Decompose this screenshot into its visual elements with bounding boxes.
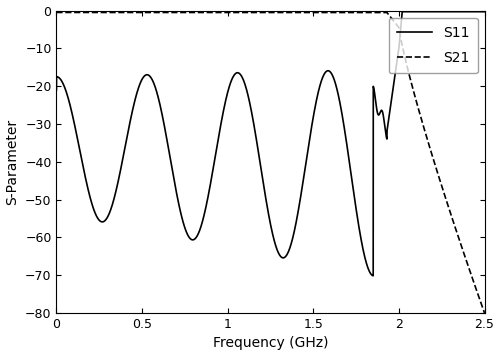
S11 xyxy=(131,101,137,105)
S11 xyxy=(400,9,406,13)
S21 xyxy=(482,311,488,315)
S21 xyxy=(332,10,338,15)
S21 xyxy=(373,10,379,15)
S11 xyxy=(54,88,60,92)
Y-axis label: S-Parameter: S-Parameter xyxy=(6,119,20,205)
S21 xyxy=(310,10,316,15)
S11 xyxy=(370,274,376,278)
S21 xyxy=(406,69,411,74)
S11 xyxy=(332,79,338,84)
Legend: S11, S21: S11, S21 xyxy=(388,17,478,73)
Line: S21: S21 xyxy=(56,12,484,313)
X-axis label: Frequency (GHz): Frequency (GHz) xyxy=(212,336,328,350)
S21 xyxy=(131,10,137,15)
S11 xyxy=(373,101,379,106)
S11 xyxy=(482,10,488,14)
S11 xyxy=(310,115,316,120)
S11 xyxy=(406,10,411,14)
S21 xyxy=(54,10,60,15)
Line: S11: S11 xyxy=(56,11,484,276)
S21 xyxy=(217,10,223,15)
S11 xyxy=(217,127,223,131)
